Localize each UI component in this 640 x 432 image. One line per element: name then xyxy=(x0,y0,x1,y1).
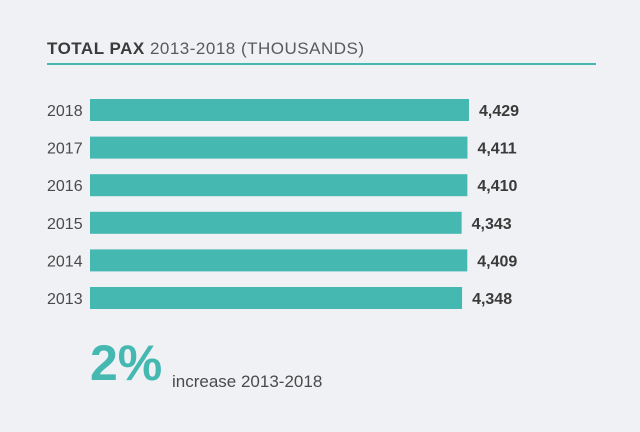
category-label: 2016 xyxy=(47,178,83,195)
increase-percentage: 2% xyxy=(90,335,163,391)
value-label: 4,343 xyxy=(472,216,512,233)
value-label: 4,348 xyxy=(472,291,512,308)
value-label: 4,429 xyxy=(479,103,519,120)
bar xyxy=(90,287,463,309)
category-label: 2018 xyxy=(47,103,83,120)
bar xyxy=(90,211,462,234)
bar xyxy=(90,99,469,121)
chart-title: TOTAL PAX 2013-2018 (THOUSANDS) xyxy=(47,39,365,59)
bar xyxy=(90,174,468,197)
bar-chart: 2018 4,429 2017 4,411 2016 4,410 2015 4,343 2014… xyxy=(47,99,519,309)
category-label: 2014 xyxy=(47,253,83,270)
bar xyxy=(90,249,468,272)
value-label: 4,410 xyxy=(477,178,517,195)
value-label: 4,409 xyxy=(477,253,517,270)
title-underline xyxy=(47,63,596,65)
value-label: 4,411 xyxy=(477,141,516,158)
increase-caption: increase 2013-2018 xyxy=(172,372,323,391)
category-label: 2015 xyxy=(47,216,83,233)
chart-title-bold: TOTAL PAX xyxy=(47,39,145,58)
category-label: 2013 xyxy=(47,291,83,308)
category-label: 2017 xyxy=(47,141,83,158)
bar xyxy=(90,136,468,159)
chart-title-rest: 2013-2018 (THOUSANDS) xyxy=(149,39,365,58)
